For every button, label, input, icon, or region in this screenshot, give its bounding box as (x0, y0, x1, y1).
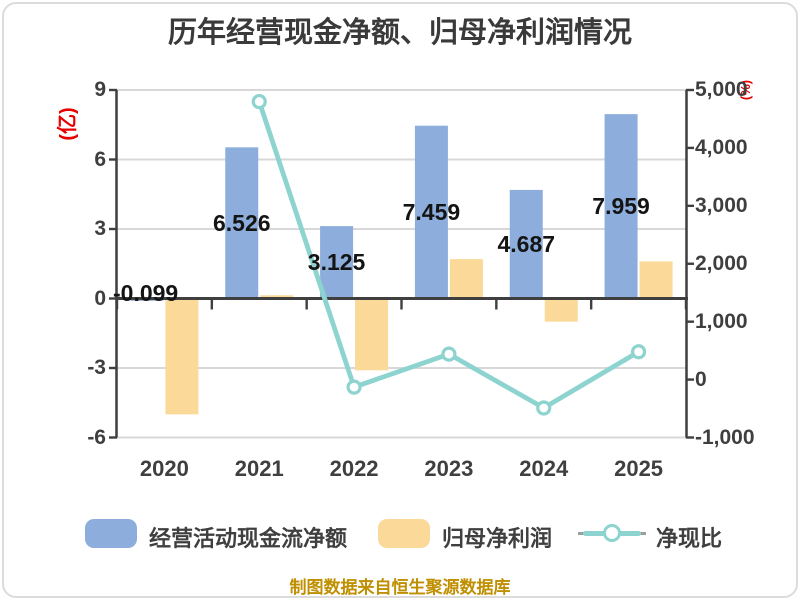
bar-value-label: -0.099 (113, 279, 179, 306)
legend-swatch-operating-cashflow (85, 519, 137, 548)
line-marker-2021 (251, 93, 267, 110)
left-axis-tick-label: -3 (87, 356, 106, 379)
bar-operating-cashflow-2023 (414, 125, 448, 299)
left-axis-tick-label: 6 (94, 147, 106, 171)
right-axis-tick-label: 2,000 (695, 251, 748, 275)
x-axis-category-label: 2024 (519, 456, 569, 481)
x-axis-category-label: 2021 (234, 456, 284, 481)
x-axis-category-label: 2023 (424, 456, 474, 481)
bar-net-profit-2022 (355, 298, 389, 371)
legend-line-marker (578, 519, 646, 548)
right-axis-tick-label: 4,000 (695, 135, 748, 159)
left-axis-tick-label: 9 (94, 78, 106, 101)
line-marker-2022 (346, 379, 362, 395)
bar-value-label: 7.459 (402, 199, 461, 226)
legend-swatch-net-profit (378, 519, 430, 548)
x-axis-category-label: 2022 (329, 456, 379, 481)
line-marker-2024 (536, 400, 552, 416)
bar-value-label: 3.125 (307, 249, 366, 276)
left-axis-tick-label: -6 (87, 425, 106, 449)
bar-operating-cashflow-2024 (509, 189, 543, 299)
chart-title: 历年经营现金净额、归母净利润情况 (167, 17, 632, 49)
bar-net-profit-2025 (639, 261, 673, 299)
line-marker-2025 (630, 344, 647, 360)
legend-label-net-profit: 归母净利润 (442, 526, 553, 551)
line-marker-2023 (441, 346, 457, 362)
right-axis-tick-label: 3,000 (695, 193, 748, 217)
left-axis-tick-label: 3 (94, 217, 106, 240)
right-axis-tick-label: -1,000 (695, 425, 755, 449)
legend-label-net-cash-ratio: 净现比 (656, 526, 723, 551)
legend-label-operating-cashflow: 经营活动现金流净额 (149, 526, 348, 551)
left-axis-tick-label: 0 (94, 286, 106, 310)
x-axis-category-label: 2025 (614, 456, 664, 481)
bar-net-profit-2023 (449, 259, 483, 299)
bar-value-label: 7.959 (592, 193, 650, 220)
bar-net-profit-2024 (544, 298, 578, 322)
bar-operating-cashflow-2025 (604, 114, 638, 299)
bar-operating-cashflow-2022 (320, 226, 354, 299)
bar-operating-cashflow-2021 (225, 147, 259, 299)
bar-value-label: 6.526 (212, 209, 271, 236)
right-axis-tick-label: 5,000 (695, 78, 748, 101)
bar-net-profit-2021 (260, 295, 294, 299)
right-axis-tick-label: 0 (695, 367, 707, 391)
bar-value-label: 4.687 (497, 231, 556, 258)
bar-net-profit-2020 (165, 298, 199, 415)
right-axis-tick-label: 1,000 (695, 309, 748, 333)
legend-circle-marker-icon (603, 524, 621, 542)
x-axis-category-label: 2020 (139, 456, 189, 481)
source-note: 制图数据来自恒生聚源数据库 (289, 578, 511, 597)
